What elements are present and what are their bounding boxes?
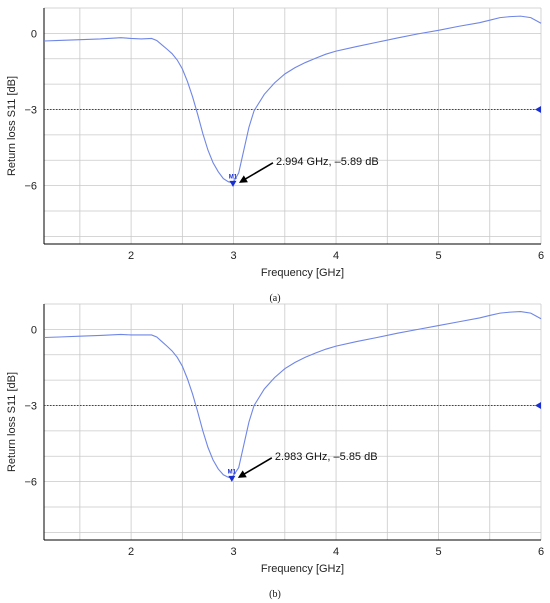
x-axis-label: Frequency [GHz] [261,267,344,279]
chart-panel-a: 2 3 4 5 6 0 −3 −6 Frequency [GHz] Return loss S11… [6,7,544,304]
s11-series-line [43,15,542,184]
chart-panel-b: 2 3 4 5 6 0 −3 −6 Frequency [GHz] Return loss S11… [6,303,544,600]
s11-series-line [43,311,542,479]
figure-caption: (a) [269,293,280,304]
x-tick-label: 6 [538,250,544,262]
reference-line-marker-icon [535,106,541,114]
y-axis-label: Return loss S11 [dB] [6,76,18,176]
y-tick-label: −6 [24,477,37,489]
marker-annotation: 2.983 GHz, –5.85 dB [275,451,378,463]
annotation-arrow-shaft [243,162,274,181]
x-tick-label: 2 [128,546,134,558]
marker-label: M1 [228,469,237,475]
marker-label: M1 [229,174,238,180]
x-tick-label: 2 [128,250,134,262]
y-axis-label: Return loss S11 [dB] [6,372,18,472]
marker-triangle-icon [229,180,237,187]
marker-annotation: 2.994 GHz, –5.89 dB [276,156,379,168]
annotation-arrowhead-icon [237,470,247,478]
annotation-arrowhead-icon [238,175,248,183]
x-tick-label: 5 [435,546,441,558]
x-tick-label: 4 [333,250,339,262]
figure-caption: (b) [269,589,281,600]
annotation-arrow-shaft [242,457,273,476]
y-tick-label: −3 [24,105,37,117]
y-tick-label: −3 [24,401,37,413]
x-tick-label: 4 [333,546,339,558]
x-axis-label: Frequency [GHz] [261,563,344,575]
x-tick-label: 3 [231,546,237,558]
y-tick-label: 0 [31,324,37,336]
x-tick-label: 6 [538,546,544,558]
y-tick-label: −6 [24,181,37,193]
x-tick-label: 5 [435,250,441,262]
y-tick-label: 0 [31,28,37,40]
reference-line-marker-icon [535,402,541,410]
x-tick-label: 3 [231,250,237,262]
marker-triangle-icon [228,475,236,482]
